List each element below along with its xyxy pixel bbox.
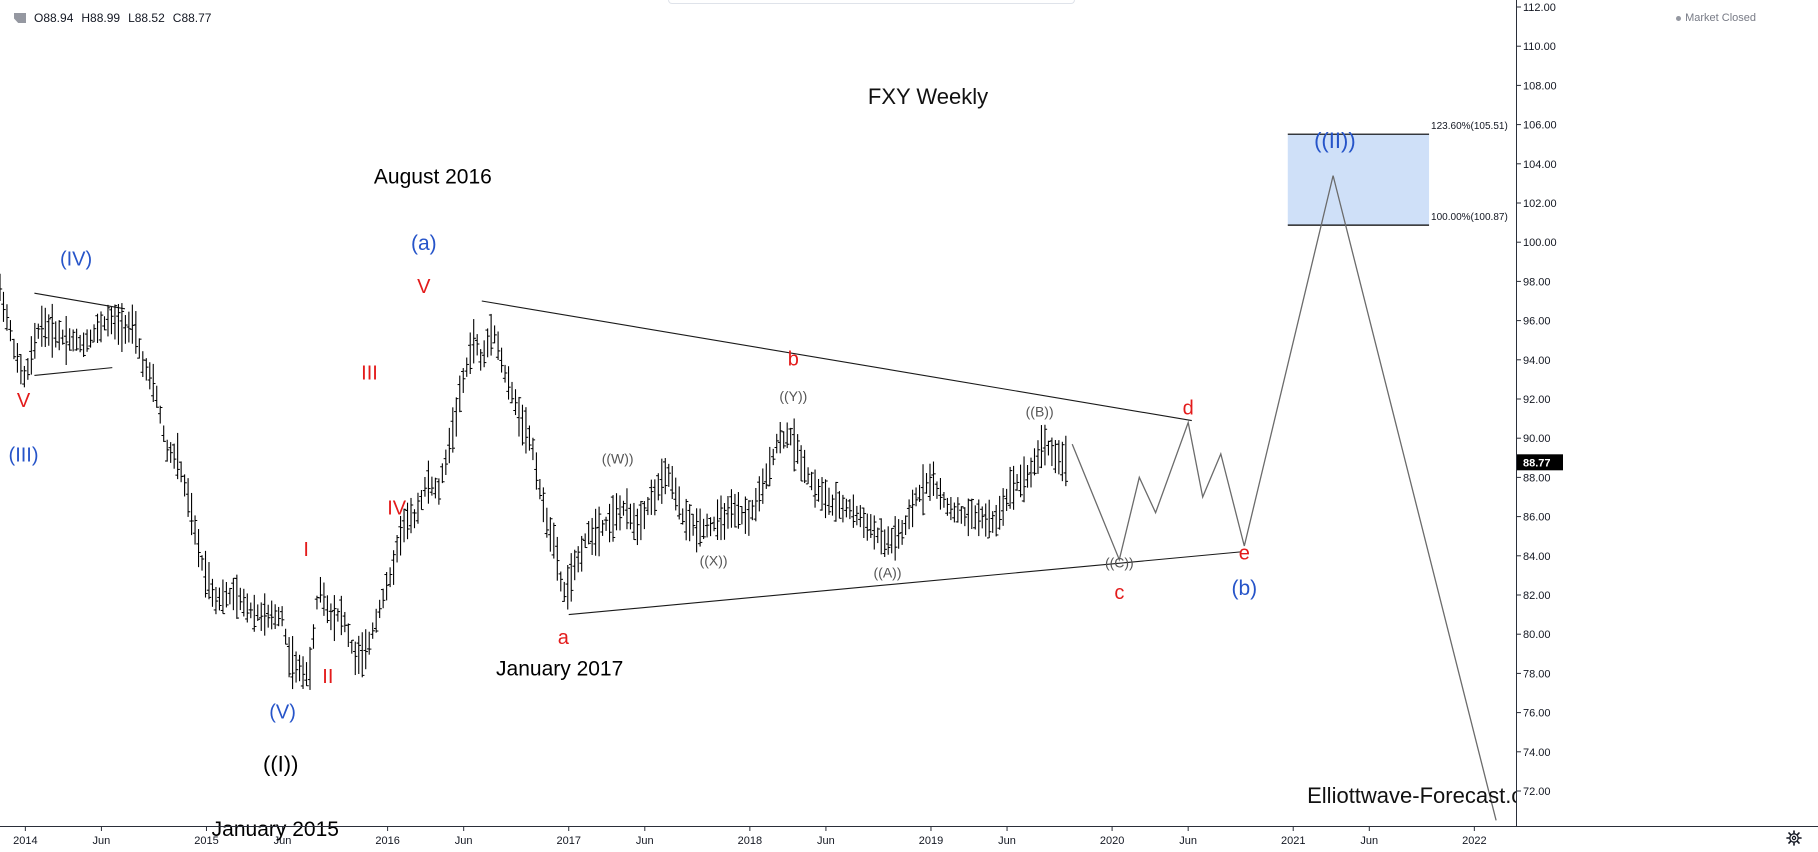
fib-label-low: 100.00%(100.87): [1431, 212, 1508, 223]
wave-label: ((Y)): [779, 388, 807, 404]
wave-label: (IV): [60, 249, 92, 271]
y-tick-label: 78.00: [1523, 668, 1551, 680]
x-tick-label: 2022: [1462, 835, 1486, 847]
y-tick-label: 82.00: [1523, 590, 1551, 602]
toolbar-handle[interactable]: [668, 0, 1075, 4]
wave-label: (V): [269, 701, 296, 723]
x-tick-label: 2021: [1281, 835, 1305, 847]
x-tick-label: 2014: [13, 835, 37, 847]
x-tick-label: 2016: [375, 835, 399, 847]
wave-label: August 2016: [374, 165, 492, 188]
trendline-layer: [34, 292, 1241, 616]
y-tick-label: 96.00: [1523, 316, 1551, 328]
wave-label: V: [17, 390, 31, 412]
x-tick-label: Jun: [636, 835, 654, 847]
wave-label: IV: [387, 498, 407, 520]
ohlc-close: C88.77: [172, 11, 212, 25]
ohlc-open: O88.94: [34, 11, 74, 25]
x-tick-label: Jun: [274, 835, 292, 847]
y-tick-label: 102.00: [1523, 198, 1557, 210]
y-tick-label: 92.00: [1523, 394, 1551, 406]
target-zone-box: [1287, 134, 1430, 226]
x-tick-label: 2018: [738, 835, 762, 847]
x-tick-label: Jun: [93, 835, 111, 847]
y-tick-label: 100.00: [1523, 237, 1557, 249]
x-tick-label: 2019: [919, 835, 943, 847]
wave-label: January 2017: [496, 657, 623, 680]
status-dot-icon: [1676, 15, 1682, 21]
wave-label: January 2015: [212, 818, 339, 841]
y-tick-label: 88.00: [1523, 472, 1551, 484]
wave-label: I: [303, 539, 309, 561]
y-tick-label: 86.00: [1523, 512, 1551, 524]
settings-gear-icon[interactable]: [1786, 830, 1802, 846]
y-tick-label: 98.00: [1523, 276, 1551, 288]
trendline-triangle-upper: [481, 300, 1192, 422]
x-tick-label: 2020: [1100, 835, 1124, 847]
wave-label: ((A)): [874, 564, 902, 580]
wave-label: (III): [9, 445, 39, 467]
y-tick-label: 80.00: [1523, 629, 1551, 641]
wave-label: b: [788, 349, 799, 371]
chart-title: FXY Weekly: [868, 84, 988, 109]
price-axis-panel: [1516, 0, 1818, 852]
x-tick-label: Jun: [817, 835, 835, 847]
x-tick-label: 2017: [556, 835, 580, 847]
y-tick-label: 112.00: [1523, 2, 1556, 14]
last-price-label: 88.77: [1523, 457, 1551, 469]
wave-label: ((II)): [1314, 128, 1356, 153]
x-tick-label: 2015: [194, 835, 218, 847]
wave-label: ((X)): [700, 553, 728, 569]
y-tick-label: 90.00: [1523, 433, 1551, 445]
wave-label: a: [558, 627, 570, 649]
target-zone-layer: 123.60%(105.51) 100.00%(100.87): [1287, 121, 1508, 226]
y-tick-label: 106.00: [1523, 120, 1557, 132]
x-tick-label: Jun: [1179, 835, 1197, 847]
wave-label: III: [361, 362, 378, 384]
wave-label: c: [1114, 582, 1124, 604]
y-tick-label: 76.00: [1523, 708, 1551, 720]
y-tick-label: 72.00: [1523, 786, 1551, 798]
ohlc-high: H88.99: [81, 11, 121, 25]
x-tick-label: Jun: [998, 835, 1016, 847]
y-tick-label: 84.00: [1523, 551, 1551, 563]
market-status-text: Market Closed: [1685, 12, 1756, 24]
projection-layer: [1071, 175, 1497, 821]
market-status: Market Closed: [1676, 12, 1756, 24]
wave-label: ((W)): [602, 451, 634, 467]
wave-label: d: [1183, 398, 1194, 420]
ohlc-legend: O88.94 H88.99 L88.52 C88.77: [14, 11, 211, 25]
trendline-iv-lower: [34, 367, 113, 377]
ohlc-low: L88.52: [128, 11, 165, 25]
x-tick-label: Jun: [1360, 835, 1378, 847]
wave-label: ((I)): [263, 751, 298, 776]
wave-label: (a): [411, 232, 437, 255]
last-price-badge: [1517, 454, 1563, 471]
wave-label: e: [1239, 543, 1250, 565]
wave-label: V: [417, 276, 431, 298]
fib-label-high: 123.60%(105.51): [1431, 121, 1508, 132]
wave-label: ((C)): [1105, 555, 1134, 571]
y-tick-label: 94.00: [1523, 355, 1551, 367]
wave-label: (b): [1231, 577, 1257, 600]
trendline-triangle-lower: [568, 551, 1241, 616]
y-tick-label: 104.00: [1523, 159, 1557, 171]
y-tick-label: 110.00: [1523, 41, 1556, 53]
y-tick-label: 108.00: [1523, 80, 1557, 92]
ohlc-bars-layer: [0, 273, 1069, 690]
projection-path: [1071, 175, 1497, 821]
wave-label: II: [322, 666, 333, 688]
wave-label: ((B)): [1026, 404, 1054, 420]
trendline-iv-upper: [34, 292, 126, 310]
symbol-icon: [14, 13, 26, 23]
y-tick-label: 74.00: [1523, 747, 1551, 759]
x-tick-label: Jun: [455, 835, 473, 847]
